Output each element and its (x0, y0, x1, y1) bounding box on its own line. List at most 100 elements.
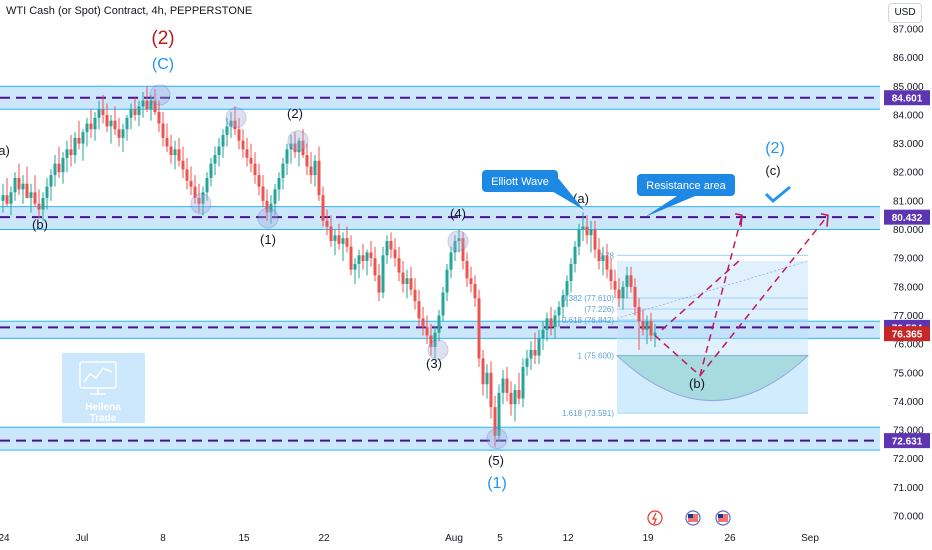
candle-body (633, 286, 637, 307)
candle-body (197, 198, 201, 204)
candle-body (481, 358, 485, 385)
flag-canton (688, 514, 693, 518)
candle-body (77, 137, 81, 144)
candle-body (405, 278, 409, 284)
candle-body (321, 195, 325, 221)
wave-point-marker (287, 130, 309, 152)
y-tick-label: 76.000 (893, 340, 924, 351)
candle-body (465, 261, 469, 279)
candle-body (637, 306, 641, 322)
x-tick-label: Aug (445, 533, 463, 544)
wave-label: a) (0, 143, 10, 158)
candle-body (501, 378, 505, 393)
wave-point-marker (149, 84, 171, 106)
candle-body (49, 175, 53, 187)
candle-body (5, 195, 9, 204)
candle-body (437, 315, 441, 333)
candle-body (605, 255, 609, 270)
x-tick-label: 19 (642, 533, 654, 544)
candle-body (545, 318, 549, 330)
candle-body (413, 289, 417, 302)
candle-body (601, 255, 605, 262)
wave-point-marker (225, 107, 247, 129)
x-tick-label: 8 (160, 533, 166, 544)
candle-body (561, 295, 565, 307)
x-axis: 24 Jul 8 15 22 Aug 5 12 19 26 Sep (0, 533, 819, 544)
wave-projection (654, 213, 829, 378)
candle-body (381, 255, 385, 293)
x-tick-label: Sep (801, 533, 819, 544)
candle-body (149, 100, 153, 110)
candle-body (289, 143, 293, 150)
candle-body (349, 246, 353, 270)
candle-body (613, 281, 617, 290)
y-tick-label: 71.000 (893, 483, 924, 494)
wave-point-marker (190, 193, 212, 215)
candle-body (441, 292, 445, 316)
candle-body (649, 321, 653, 336)
candle-body (621, 286, 625, 299)
candle-body (373, 258, 377, 276)
callout-text: Elliott Wave (491, 176, 549, 188)
candle-body (101, 109, 105, 115)
y-tick-label: 87.000 (893, 25, 924, 36)
candle-body (201, 192, 205, 204)
candle-body (113, 120, 117, 130)
candle-body (133, 109, 137, 115)
wave-point-marker (447, 230, 469, 252)
candle-body (281, 163, 285, 178)
y-tick-label: 78.000 (893, 282, 924, 293)
wave-point-marker (257, 207, 279, 229)
hellena-trade-logo: Hellena Trade (62, 353, 145, 424)
candle-body (517, 389, 521, 399)
fib-arc (615, 355, 810, 402)
x-tick-label: 5 (497, 533, 503, 544)
candle-body (209, 163, 213, 178)
fib-trend-line (616, 260, 809, 319)
candle-body (229, 120, 233, 127)
projection-path (661, 257, 743, 331)
candle-body (377, 275, 381, 293)
candle-body (89, 123, 93, 130)
currency-selector[interactable]: USD (888, 3, 922, 23)
candle-body (345, 238, 349, 247)
y-tick-label: 73.000 (893, 426, 924, 437)
candle-body (65, 149, 69, 158)
candle-body (397, 258, 401, 273)
x-tick-label: Jul (76, 533, 89, 544)
wave-label: (b) (689, 376, 705, 391)
wave-label: (4) (450, 206, 466, 221)
y-tick-label: 74.000 (893, 397, 924, 408)
y-tick-label: 81.000 (893, 196, 924, 207)
candle-body (9, 192, 13, 204)
candle-body (213, 155, 217, 164)
candle-body (141, 100, 145, 107)
candle-body (29, 192, 33, 199)
fib-level-label: 0.382 (77.610) (562, 294, 614, 303)
candle-body (457, 238, 461, 241)
candle-body (109, 120, 113, 127)
candle-body (217, 146, 221, 156)
candle-body (577, 229, 581, 247)
candle-body (329, 226, 333, 241)
candle-body (241, 140, 245, 150)
candle-body (549, 318, 553, 327)
candle-body (153, 100, 157, 113)
candle-body (61, 157, 65, 173)
fib-level-label: 1 (75.600) (578, 352, 615, 361)
candle-body (433, 332, 437, 347)
projection-path (699, 214, 829, 377)
fib-level-label: 1.618 (73.591) (562, 409, 614, 418)
candle-body (45, 186, 49, 199)
candle-body (461, 238, 465, 262)
candle-body (105, 114, 109, 127)
y-tick-label: 77.000 (893, 311, 924, 322)
candle-body (529, 349, 533, 359)
candle-body (357, 255, 361, 264)
candle-body (157, 112, 161, 124)
flag-canton (718, 514, 723, 518)
candle-body (165, 137, 169, 147)
candle-body (249, 157, 253, 164)
wave-label: (1) (260, 232, 276, 247)
